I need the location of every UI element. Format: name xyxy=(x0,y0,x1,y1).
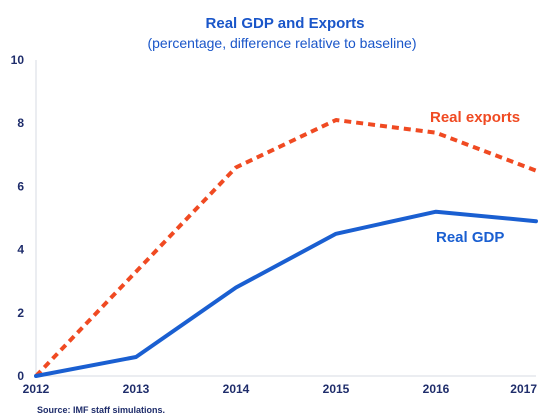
series-label-real-exports: Real exports xyxy=(430,109,520,126)
series-label-real-gdp: Real GDP xyxy=(436,229,504,246)
x-axis-ticks: 2012 2013 2014 2015 2016 2017 xyxy=(23,382,538,396)
y-tick-label: 6 xyxy=(17,179,24,193)
x-tick-label: 2014 xyxy=(223,382,250,396)
y-tick-label: 4 xyxy=(17,243,24,257)
real-gdp-line xyxy=(34,209,538,378)
y-tick-label: 8 xyxy=(17,116,24,130)
real-exports-line xyxy=(34,118,537,378)
y-tick-label: 10 xyxy=(11,53,25,67)
y-axis-ticks: 0 2 4 6 8 10 xyxy=(11,53,25,383)
x-tick-label: 2013 xyxy=(123,382,150,396)
chart-source: Source: IMF staff simulations. xyxy=(37,405,165,415)
x-tick-label: 2017 xyxy=(510,382,537,396)
y-tick-label: 0 xyxy=(17,369,24,383)
x-tick-label: 2016 xyxy=(423,382,450,396)
x-tick-label: 2015 xyxy=(323,382,350,396)
x-tick-label: 2012 xyxy=(23,382,50,396)
chart-title: Real GDP and Exports xyxy=(206,15,365,32)
y-tick-label: 2 xyxy=(17,306,24,320)
chart-subtitle: (percentage, difference relative to base… xyxy=(147,35,416,51)
